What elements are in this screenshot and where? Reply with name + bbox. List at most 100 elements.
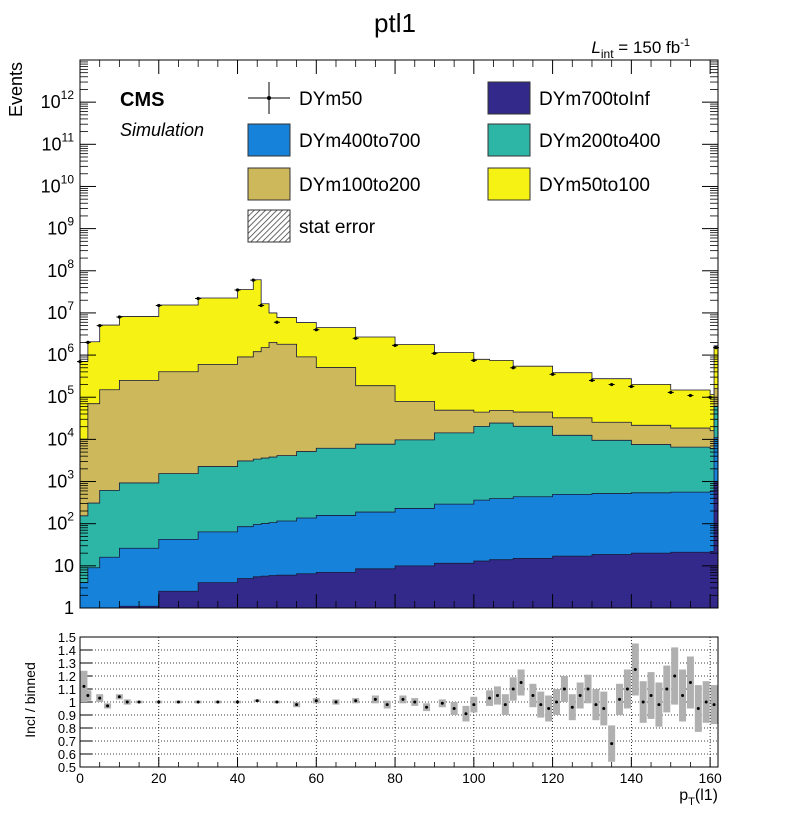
main-plot: 1 10 102 103 104 105 106 107 108 109 1010 1011 1012 E… [6,59,720,618]
ratio-point-26 [472,703,476,707]
ytick-label-4: 104 [47,425,74,449]
ratio-point-46 [641,700,645,704]
data-point-18 [610,382,614,387]
data-point-20 [669,390,673,395]
ytick-label-1: 10 [54,556,74,576]
ratio-point-38 [578,694,582,697]
legend-label-DYm50: DYm50 [299,89,362,110]
data-point-11 [354,336,358,340]
data-point-15 [511,366,515,370]
legend-label-stat_error: stat error [299,217,376,238]
ratio-point-7 [157,700,161,704]
ratio-point-30 [511,687,515,691]
data-point-7 [251,278,255,282]
ratio-plot: 0.50.60.70.80.911.11.21.31.41.5 0 20 40 60 80… [22,630,722,786]
ratio-xtick-label-5: 100 [462,770,486,786]
ratio-point-34 [547,707,551,710]
ratio-point-24 [452,707,456,710]
ratio-xlabel: pT(l1) [679,787,718,808]
ratio-ytick-label-8: 1.3 [58,656,76,671]
ratio-point-20 [401,697,405,701]
legend-label-DYm200to400: DYm200to400 [539,131,660,152]
ytick-label-3: 103 [47,468,74,492]
lumi-label: Lint = 150 fb-1 [591,37,690,61]
legend-swatch-DYm400to700 [247,123,291,157]
data-point-14 [472,358,476,362]
data-point-6 [235,288,240,292]
ytick-label-9: 109 [47,215,74,239]
ratio-point-45 [633,668,637,671]
ratio-point-25 [464,712,468,716]
legend-swatch-DYm100to200 [247,167,291,201]
ratio-point-55 [712,703,716,707]
ratio-point-0 [82,684,86,688]
ratio-xtick-label-4: 80 [387,770,403,786]
ratio-point-35 [555,700,559,704]
ratio-point-10 [216,700,220,704]
ratio-point-53 [696,707,700,710]
ratio-point-29 [503,703,507,707]
ytick-label-5: 105 [47,383,74,407]
ratio-ylabel: Incl / binned [22,662,38,738]
ratio-point-44 [625,687,629,691]
ratio-xtick-label-0: 0 [76,770,84,786]
data-point-9 [275,320,279,324]
legend-marker-dot [267,96,271,100]
ytick-label-0: 1 [64,598,74,618]
cms-label: CMS [120,89,164,111]
ratio-point-33 [539,703,543,707]
ratio-point-12 [255,699,259,703]
ratio-point-28 [495,694,499,697]
ratio-ytick-label-1: 0.6 [58,747,76,762]
ratio-point-36 [562,687,566,691]
ratio-ytick-label-9: 1.4 [58,643,76,658]
ratio-ytick-label-10: 1.5 [58,630,76,645]
ratio-point-8 [176,700,180,704]
data-point-13 [432,351,437,355]
ratio-ytick-label-5: 1 [69,695,76,710]
ratio-point-21 [413,700,417,704]
data-point-23 [714,346,718,350]
ratio-point-13 [275,700,279,704]
ratio-point-15 [314,699,318,703]
ratio-point-23 [440,701,444,705]
legend-swatch-DYm50to100 [487,167,531,201]
legend-label-DYm700toInf: DYm700toInf [539,89,651,110]
ratio-point-51 [681,694,685,697]
ratio-point-9 [196,700,200,704]
ratio-point-31 [519,681,523,684]
area-DYm700toInf [80,481,719,609]
legend-swatch-stat-error [247,209,291,243]
cms-sublabel: Simulation [120,120,204,140]
data-point-12 [393,343,397,347]
ytick-label-11: 1011 [42,130,75,154]
legend-swatch-DYm200to400 [487,123,531,157]
chart-title: ptl1 [374,8,416,38]
ratio-point-52 [688,681,692,684]
data-point-5 [196,296,200,301]
ratio-point-27 [488,696,492,700]
data-point-17 [590,378,594,383]
ratio-point-17 [354,699,358,703]
ratio-point-4 [117,695,121,699]
ytick-label-8: 108 [47,257,74,281]
ratio-xtick-label-3: 60 [309,770,325,786]
ratio-point-41 [602,707,606,710]
ratio-point-6 [137,700,141,704]
ratio-point-18 [373,697,377,701]
ratio-point-3 [106,704,110,708]
legend-label-DYm400to700: DYm400to700 [299,131,420,152]
data-point-21 [688,393,693,398]
ratio-point-43 [618,697,622,701]
data-point-4 [157,303,161,308]
ratio-ytick-label-0: 0.5 [58,760,76,775]
ratio-xtick-label-2: 40 [230,770,246,786]
ratio-point-49 [665,687,669,691]
legend-swatch-DYm700toInf [487,81,531,115]
ratio-point-40 [594,703,598,707]
ratio-point-16 [334,700,338,704]
ratio-ytick-label-3: 0.8 [58,721,76,736]
main-frame [79,59,719,609]
legend-label-DYm50to100: DYm50to100 [539,175,650,196]
